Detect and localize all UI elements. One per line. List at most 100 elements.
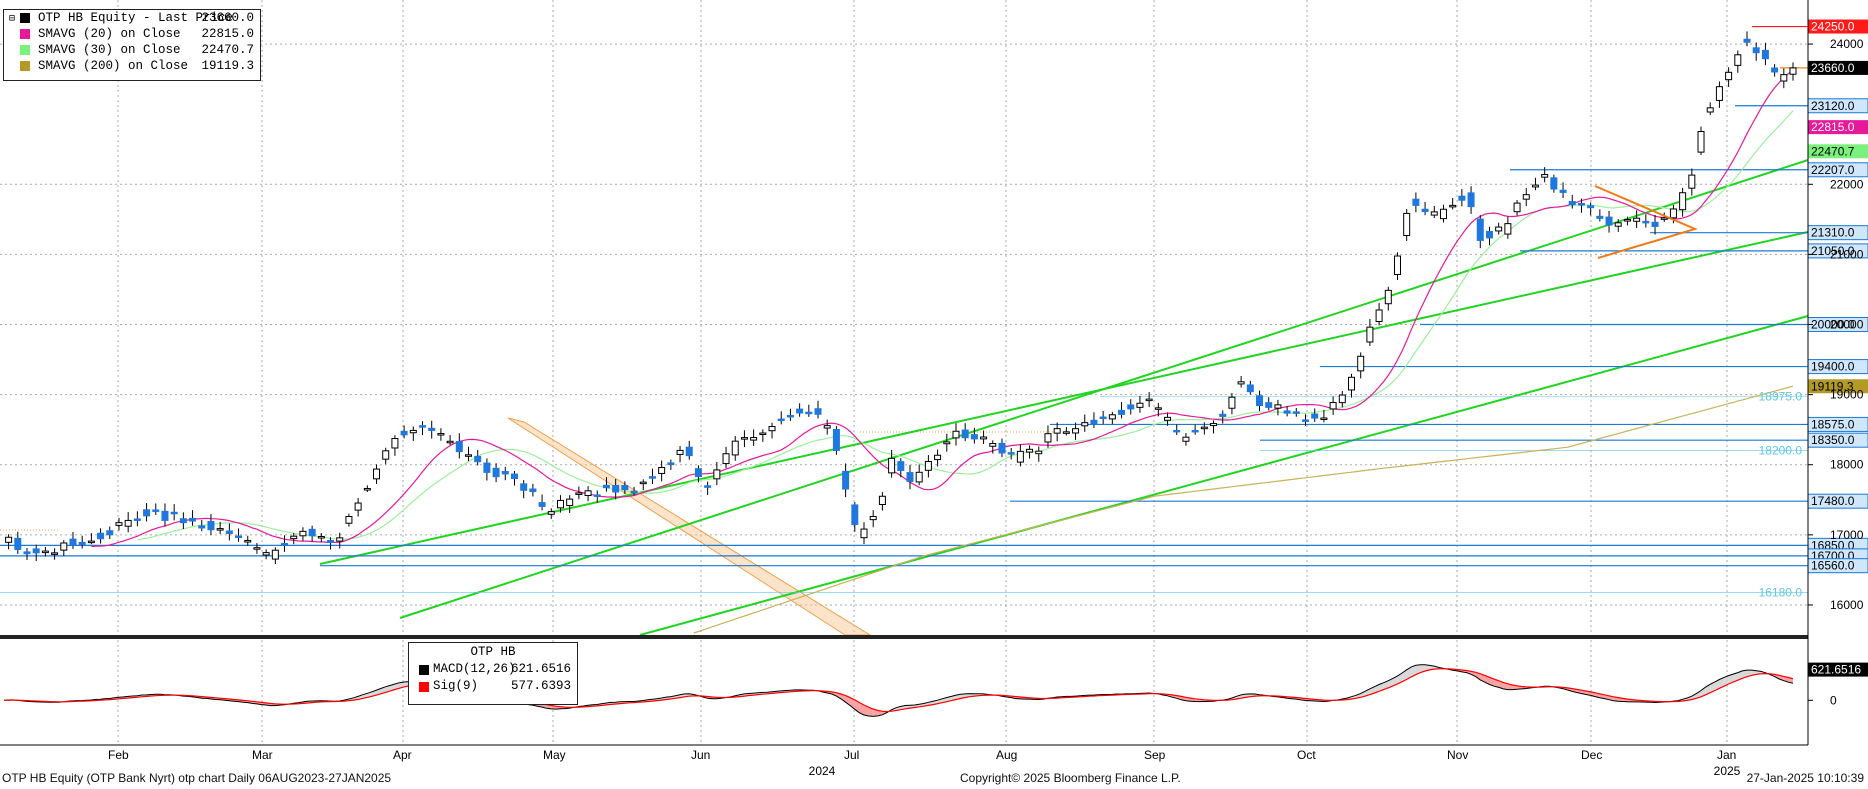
macd-histogram-fill bbox=[1415, 664, 1421, 675]
candle-body bbox=[262, 552, 270, 556]
candle-body bbox=[1789, 67, 1797, 75]
footer-timestamp: 27-Jan-2025 10:10:39 bbox=[1746, 771, 1864, 785]
level-label: 18200.0 bbox=[1759, 444, 1803, 458]
candle-body bbox=[860, 528, 868, 539]
candle-body bbox=[648, 476, 656, 479]
candle-body bbox=[1035, 450, 1043, 455]
x-tick-label: Aug bbox=[996, 748, 1017, 762]
candle-body bbox=[317, 536, 325, 539]
level-label-box bbox=[1808, 662, 1868, 677]
x-year-label: 2025 bbox=[1714, 764, 1741, 778]
candle-body bbox=[363, 488, 371, 491]
candle-body bbox=[602, 484, 610, 489]
candle-body bbox=[851, 504, 859, 526]
candle-body bbox=[51, 552, 59, 555]
price-legend: ⊟ OTP HB Equity - Last Price 23660.0 SMA… bbox=[3, 9, 261, 81]
legend-value: 19119.3 bbox=[201, 59, 254, 73]
candle-body bbox=[1173, 429, 1181, 433]
macd-histogram-fill bbox=[1696, 690, 1702, 699]
candle-body bbox=[437, 433, 445, 436]
candle-body bbox=[1623, 219, 1631, 222]
candle-body bbox=[244, 540, 252, 543]
level-label: 22815.0 bbox=[1811, 120, 1855, 134]
level-label-box bbox=[1808, 19, 1868, 34]
candle-body bbox=[713, 469, 721, 480]
candle-body bbox=[768, 426, 776, 432]
candle-body bbox=[1651, 221, 1659, 227]
candle-body bbox=[1090, 419, 1098, 425]
candle-body bbox=[704, 485, 712, 488]
macd-histogram-fill bbox=[873, 709, 878, 717]
level-label: 21050.0 bbox=[1811, 244, 1855, 258]
macd-histogram-fill bbox=[385, 685, 391, 693]
trend-line bbox=[319, 231, 1809, 565]
candle-body bbox=[612, 484, 620, 493]
candle-body bbox=[1476, 218, 1484, 241]
candle-body bbox=[382, 450, 390, 460]
candle-body bbox=[750, 437, 758, 441]
candle-body bbox=[143, 509, 151, 517]
candle-body bbox=[1568, 200, 1576, 206]
candle-body bbox=[354, 502, 362, 511]
x-tick-label: Apr bbox=[393, 748, 412, 762]
x-tick-label: Feb bbox=[108, 748, 129, 762]
candle-body bbox=[842, 470, 850, 490]
candle-body bbox=[1734, 54, 1742, 66]
candle-body bbox=[41, 550, 49, 554]
candle-body bbox=[1522, 194, 1530, 200]
candle-body bbox=[1210, 423, 1218, 427]
candle-body bbox=[1660, 217, 1668, 220]
candle-body bbox=[980, 436, 988, 440]
macd-histogram-fill bbox=[1737, 670, 1743, 681]
x-tick-label: Mar bbox=[252, 748, 273, 762]
y-tick-label: 16000 bbox=[1830, 598, 1864, 612]
macd-histogram-fill bbox=[390, 683, 395, 691]
candle-body bbox=[179, 518, 187, 524]
candle-body bbox=[1679, 192, 1687, 211]
legend-collapse-icon[interactable]: ⊟ bbox=[9, 14, 16, 25]
macd-histogram-fill bbox=[1742, 670, 1748, 679]
x-tick-label: Dec bbox=[1581, 748, 1602, 762]
legend-label: MACD(12,26) bbox=[433, 662, 516, 676]
candle-body bbox=[207, 520, 215, 531]
candle-body bbox=[510, 473, 518, 480]
candle-body bbox=[455, 441, 463, 453]
x-tick-label: Nov bbox=[1447, 748, 1468, 762]
candle-body bbox=[225, 530, 233, 534]
triangle-pattern bbox=[1594, 185, 1698, 259]
candle-body bbox=[1108, 414, 1116, 420]
candle-body bbox=[1485, 230, 1493, 239]
candle-body bbox=[1439, 208, 1447, 220]
candle-body bbox=[327, 540, 335, 543]
legend-row-macd: MACD(12,26) 621.6516 bbox=[409, 661, 577, 678]
candle-body bbox=[69, 538, 77, 546]
candle-body bbox=[529, 488, 537, 493]
candle-body bbox=[428, 427, 436, 431]
candle-body bbox=[1421, 208, 1429, 213]
candle-body bbox=[1412, 198, 1420, 206]
candle-body bbox=[336, 537, 344, 542]
level-label: 18350.0 bbox=[1811, 433, 1855, 447]
candle-body bbox=[1725, 71, 1733, 81]
legend-value: 577.6393 bbox=[510, 679, 571, 693]
candle-body bbox=[676, 449, 684, 455]
x-tick-label: Sep bbox=[1144, 748, 1166, 762]
candle-body bbox=[786, 414, 794, 418]
candle-body bbox=[1311, 413, 1319, 419]
candle-body bbox=[1752, 47, 1760, 54]
candle-body bbox=[409, 429, 417, 434]
level-label: 22207.0 bbox=[1811, 163, 1855, 177]
candle-body bbox=[924, 460, 932, 471]
candle-body bbox=[1219, 413, 1227, 417]
candle-body bbox=[989, 443, 997, 447]
x-tick-label: May bbox=[543, 748, 566, 762]
level-label: 22470.7 bbox=[1811, 144, 1855, 158]
macd-histogram-fill bbox=[845, 695, 851, 706]
candle-body bbox=[1228, 396, 1236, 409]
candle-body bbox=[777, 418, 785, 422]
candle-body bbox=[1531, 184, 1539, 188]
candle-body bbox=[878, 495, 886, 506]
y-tick-label: 19000 bbox=[1830, 388, 1864, 402]
y-tick-label: 17000 bbox=[1830, 528, 1864, 542]
